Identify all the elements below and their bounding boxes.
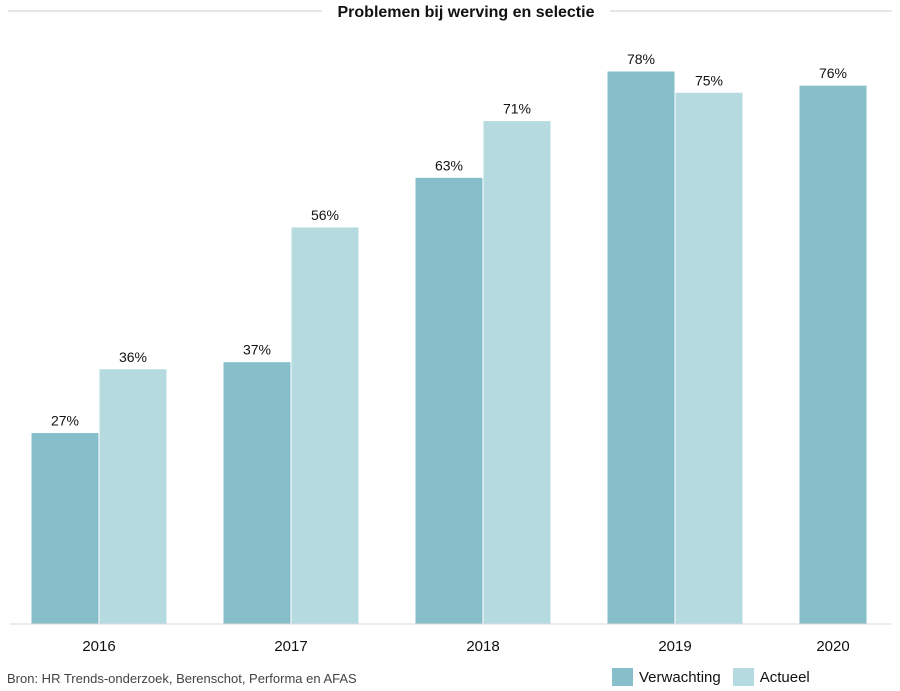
bar-verwachting-2019 [606, 70, 676, 625]
x-tick-label-2016: 2016 [82, 638, 115, 655]
chart-title: Problemen bij werving en selectie [338, 4, 595, 21]
bar-verwachting-2018 [414, 176, 484, 625]
bar-verwachting-2016 [30, 432, 100, 625]
legend-item-verwachting: Verwachting [612, 668, 721, 686]
bar-actueel-2017 [290, 226, 360, 625]
x-tick-label-2019: 2019 [658, 638, 691, 655]
source-note: Bron: HR Trends-onderzoek, Berenschot, P… [7, 671, 357, 686]
x-tick-label-2020: 2020 [816, 638, 849, 655]
bar-actueel-2019 [674, 91, 744, 625]
legend: Verwachting Actueel [612, 668, 822, 686]
legend-item-actueel: Actueel [732, 668, 810, 686]
legend-label-actueel: Actueel [759, 668, 810, 686]
value-label-verwachting-2017: 37% [243, 342, 271, 358]
value-label-verwachting-2020: 76% [819, 65, 847, 81]
value-label-actueel-2016: 36% [119, 349, 147, 365]
x-tick-label-2018: 2018 [466, 638, 499, 655]
legend-label-verwachting: Verwachting [639, 668, 721, 686]
bar-verwachting-2020 [798, 84, 868, 625]
bar-actueel-2018 [482, 120, 552, 625]
bars-group [30, 70, 868, 625]
legend-swatch-actueel [732, 668, 754, 686]
value-label-verwachting-2018: 63% [435, 157, 463, 173]
x-tick-labels-group: 2016 2017 2018 2019 2020 [82, 638, 849, 655]
value-label-actueel-2019: 75% [695, 72, 723, 88]
value-labels-group: 27% 36% 37% 56% 63% 71% 78% 75% 76% [51, 51, 847, 429]
value-label-actueel-2018: 71% [503, 101, 531, 117]
x-tick-label-2017: 2017 [274, 638, 307, 655]
bar-verwachting-2017 [222, 361, 292, 625]
value-label-verwachting-2019: 78% [627, 51, 655, 67]
bar-actueel-2016 [98, 368, 168, 625]
value-label-verwachting-2016: 27% [51, 413, 79, 429]
legend-swatch-verwachting [612, 668, 633, 686]
value-label-actueel-2017: 56% [311, 207, 339, 223]
